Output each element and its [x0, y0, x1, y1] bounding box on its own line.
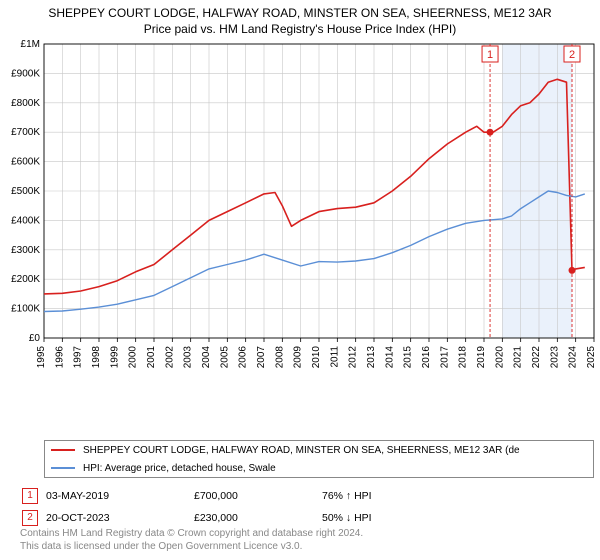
svg-text:£0: £0 — [29, 333, 41, 344]
svg-text:£800K: £800K — [11, 98, 40, 109]
svg-text:2017: 2017 — [439, 346, 450, 369]
sales-table: 1 03-MAY-2019 £700,000 76% ↑ HPI 2 20-OC… — [20, 484, 380, 530]
svg-text:2006: 2006 — [238, 346, 249, 369]
legend-swatch-0 — [51, 449, 75, 451]
sale-price-1: £230,000 — [194, 508, 320, 528]
svg-text:2000: 2000 — [128, 346, 139, 369]
sale-badge-1: 2 — [22, 510, 38, 526]
legend-label-0: SHEPPEY COURT LODGE, HALFWAY ROAD, MINST… — [83, 445, 520, 456]
svg-text:2008: 2008 — [274, 346, 285, 369]
sales-row-0: 1 03-MAY-2019 £700,000 76% ↑ HPI — [22, 486, 378, 506]
svg-text:£200K: £200K — [11, 274, 40, 285]
svg-text:2001: 2001 — [146, 346, 157, 369]
svg-text:1999: 1999 — [109, 346, 120, 369]
sale-date-1: 20-OCT-2023 — [46, 508, 192, 528]
sales-row-1: 2 20-OCT-2023 £230,000 50% ↓ HPI — [22, 508, 378, 528]
svg-text:2025: 2025 — [586, 346, 597, 369]
chart-svg: £0 £100K £200K £300K £400K £500K £600K £700K £80… — [0, 38, 600, 398]
legend: SHEPPEY COURT LODGE, HALFWAY ROAD, MINST… — [44, 440, 594, 478]
title-line-2: Price paid vs. HM Land Registry's House … — [0, 22, 600, 40]
legend-row-0: SHEPPEY COURT LODGE, HALFWAY ROAD, MINST… — [45, 441, 593, 459]
sale-pct-1: 50% ↓ HPI — [322, 508, 378, 528]
svg-text:£600K: £600K — [11, 157, 40, 168]
sale-price-0: £700,000 — [194, 486, 320, 506]
svg-text:2010: 2010 — [311, 346, 322, 369]
sale-pct-0: 76% ↑ HPI — [322, 486, 378, 506]
svg-text:2014: 2014 — [384, 346, 395, 369]
svg-text:2015: 2015 — [403, 346, 414, 369]
svg-text:2022: 2022 — [531, 346, 542, 369]
svg-text:2003: 2003 — [183, 346, 194, 369]
svg-text:£500K: £500K — [11, 186, 40, 197]
footer-line-2: This data is licensed under the Open Gov… — [20, 541, 363, 554]
legend-label-1: HPI: Average price, detached house, Swal… — [83, 463, 276, 474]
svg-text:2013: 2013 — [366, 346, 377, 369]
svg-text:1: 1 — [487, 49, 493, 61]
svg-text:£700K: £700K — [11, 127, 40, 138]
footer: Contains HM Land Registry data © Crown c… — [20, 528, 363, 553]
svg-text:1996: 1996 — [54, 346, 65, 369]
svg-text:2021: 2021 — [513, 346, 524, 369]
sale-date-0: 03-MAY-2019 — [46, 486, 192, 506]
svg-text:1995: 1995 — [36, 346, 47, 369]
svg-text:2020: 2020 — [494, 346, 505, 369]
svg-text:1998: 1998 — [91, 346, 102, 369]
svg-text:2005: 2005 — [219, 346, 230, 369]
svg-text:2018: 2018 — [458, 346, 469, 369]
price-chart: £0 £100K £200K £300K £400K £500K £600K £700K £80… — [0, 38, 600, 398]
title-line-1: SHEPPEY COURT LODGE, HALFWAY ROAD, MINST… — [0, 0, 600, 22]
svg-text:2004: 2004 — [201, 346, 212, 369]
legend-row-1: HPI: Average price, detached house, Swal… — [45, 459, 593, 477]
svg-text:2002: 2002 — [164, 346, 175, 369]
svg-text:£300K: £300K — [11, 245, 40, 256]
sale-badge-0: 1 — [22, 488, 38, 504]
svg-text:2019: 2019 — [476, 346, 487, 369]
svg-text:£400K: £400K — [11, 215, 40, 226]
legend-swatch-1 — [51, 467, 75, 469]
svg-text:£100K: £100K — [11, 304, 40, 315]
svg-text:£1M: £1M — [21, 39, 40, 50]
svg-text:2023: 2023 — [549, 346, 560, 369]
svg-text:2024: 2024 — [568, 346, 579, 369]
svg-text:1997: 1997 — [73, 346, 84, 369]
svg-text:2009: 2009 — [293, 346, 304, 369]
svg-text:2: 2 — [569, 49, 575, 61]
svg-text:2011: 2011 — [329, 346, 340, 368]
svg-text:£900K: £900K — [11, 68, 40, 79]
footer-line-1: Contains HM Land Registry data © Crown c… — [20, 528, 363, 541]
svg-text:2012: 2012 — [348, 346, 359, 369]
svg-text:2016: 2016 — [421, 346, 432, 369]
svg-text:2007: 2007 — [256, 346, 267, 369]
